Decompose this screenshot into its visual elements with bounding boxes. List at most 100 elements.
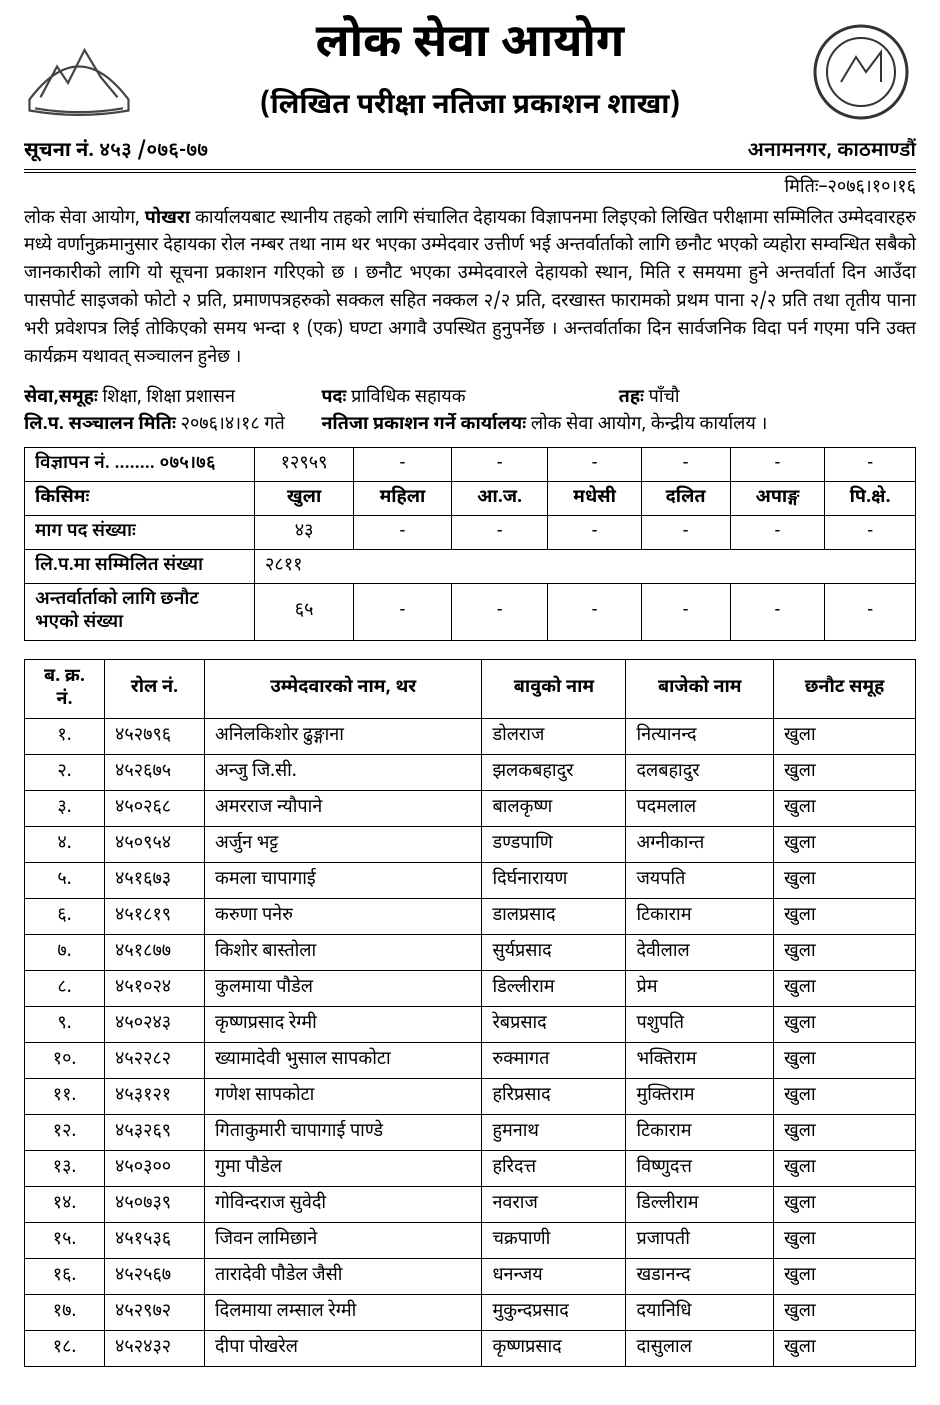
summary-cell: ४३ [255,515,354,549]
results-cell: ४५१८७७ [105,934,205,970]
results-row: ५.४५१६७३कमला चापागाईदिर्घनारायणजयपतिखुला [25,862,916,898]
org-title: लोक सेवा आयोग [144,20,796,71]
results-cell: ४५०३०० [105,1150,205,1186]
summary-cell: मधेसी [548,481,641,515]
results-cell: कुलमाया पौडेल [205,970,482,1006]
notice-number: ४५३ /०७६-७७ [99,139,208,165]
results-cell: खुला [774,1258,916,1294]
meta-block: सेवा,समूहः शिक्षा, शिक्षा प्रशासन पदः प्… [24,387,916,437]
results-cell: हरिप्रसाद [482,1078,626,1114]
results-cell: जिवन लामिछाने [205,1222,482,1258]
results-cell: भक्तिराम [626,1042,774,1078]
results-row: ९.४५०२४३कृष्णप्रसाद रेग्मीरेबप्रसादपशुपत… [25,1006,916,1042]
summary-cell: दलित [641,481,730,515]
results-cell: खुला [774,1114,916,1150]
results-cell: कृष्णप्रसाद रेग्मी [205,1006,482,1042]
results-cell: प्रेम [626,970,774,1006]
summary-row-label: किसिमः [25,481,255,515]
summary-cell: - [548,515,641,549]
summary-row-label: विज्ञापन नं. ........ ०७५।७६ [25,447,255,481]
results-cell: ४५३१२१ [105,1078,205,1114]
summary-row: किसिमःखुलामहिलाआ.ज.मधेसीदलितअपाङ्गपि.क्ष… [25,481,916,515]
level-value: पाँचौ [649,387,680,410]
result-office-label: नतिजा प्रकाशन गर्ने कार्यालयः [321,414,526,437]
summary-cell: आ.ज. [451,481,548,515]
results-cell: गुमा पौडेल [205,1150,482,1186]
office-location: अनामनगर, काठमाण्डौं [747,139,916,165]
summary-cell: - [825,447,916,481]
results-row: १८.४५२४३२दीपा पोखरेलकृष्णप्रसाददासुलालखु… [25,1330,916,1366]
results-row: १६.४५२५६७तारादेवी पौडेल जैसीधनन्जयखडानन्… [25,1258,916,1294]
results-cell: पशुपति [626,1006,774,1042]
results-cell: मुक्तिराम [626,1078,774,1114]
results-column-header: छनौट समूह [774,659,916,718]
results-cell: पदमलाल [626,790,774,826]
results-cell: खुला [774,862,916,898]
results-cell: कृष्णप्रसाद [482,1330,626,1366]
results-cell: दयानिधि [626,1294,774,1330]
results-row: १०.४५२२८२ख्यामादेवी भुसाल सापकोटारुक्माग… [25,1042,916,1078]
results-row: १५.४५१५३६जिवन लामिछानेचक्रपाणीप्रजापतीखु… [25,1222,916,1258]
summary-cell: - [354,583,452,640]
results-row: १७.४५२९७२दिलमाया लम्साल रेग्मीमुकुन्दप्र… [25,1294,916,1330]
results-cell: टिकाराम [626,1114,774,1150]
results-cell: खुला [774,718,916,754]
results-cell: गणेश सापकोटा [205,1078,482,1114]
results-cell: रुक्मागत [482,1042,626,1078]
results-cell: धनन्जय [482,1258,626,1294]
results-cell: ५. [25,862,105,898]
results-cell: ४५२७९६ [105,718,205,754]
summary-cell: - [354,447,452,481]
results-header-row: ब. क्र. नं.रोल नं.उम्मेदवारको नाम, थरबाव… [25,659,916,718]
results-cell: दिलमाया लम्साल रेग्मी [205,1294,482,1330]
results-cell: अग्नीकान्त [626,826,774,862]
results-cell: खुला [774,1222,916,1258]
results-cell: कमला चापागाई [205,862,482,898]
notice-body: लोक सेवा आयोग, पोखरा कार्यालयबाट स्थानीय… [24,206,916,373]
results-cell: डिल्लीराम [626,1186,774,1222]
results-cell: हरिदत्त [482,1150,626,1186]
results-cell: तारादेवी पौडेल जैसी [205,1258,482,1294]
results-row: १२.४५३२६९गिताकुमारी चापागाई पाण्डेहुमनाथ… [25,1114,916,1150]
results-cell: गिताकुमारी चापागाई पाण्डे [205,1114,482,1150]
results-cell: ४५२५६७ [105,1258,205,1294]
results-cell: ४५२४३२ [105,1330,205,1366]
results-cell: चक्रपाणी [482,1222,626,1258]
summary-cell: - [451,583,548,640]
results-cell: नित्यानन्द [626,718,774,754]
results-row: ४.४५०९५४अर्जुन भट्टडण्डपाणिअग्नीकान्तखुल… [25,826,916,862]
results-cell: ४५३२६९ [105,1114,205,1150]
summary-cell: - [548,447,641,481]
nepal-emblem-icon [24,22,134,122]
results-cell: १७. [25,1294,105,1330]
results-row: २.४५२६७५अन्जु जि.सी.झलकबहादुरदलबहादुरखुल… [25,754,916,790]
psc-seal-icon [806,22,916,122]
results-cell: ९. [25,1006,105,1042]
results-cell: ३. [25,790,105,826]
summary-cell: - [730,515,825,549]
post-value: प्राविधिक सहायक [351,387,465,410]
results-column-header: उम्मेदवारको नाम, थर [205,659,482,718]
summary-cell: - [730,447,825,481]
result-office-value: लोक सेवा आयोग, केन्द्रीय कार्यालय । [531,414,767,437]
results-cell: १०. [25,1042,105,1078]
results-row: ३.४५०२६८अमरराज न्यौपानेबालकृष्णपदमलालखुल… [25,790,916,826]
results-row: ६.४५१८१९करुणा पनेरुडालप्रसादटिकारामखुला [25,898,916,934]
results-cell: १. [25,718,105,754]
results-cell: ४५२२८२ [105,1042,205,1078]
summary-cell: - [451,447,548,481]
results-cell: खुला [774,970,916,1006]
results-cell: गोविन्दराज सुवेदी [205,1186,482,1222]
results-cell: डण्डपाणि [482,826,626,862]
summary-cell: - [641,447,730,481]
post-label: पदः [321,387,346,410]
results-cell: विष्णुदत्त [626,1150,774,1186]
results-cell: ख्यामादेवी भुसाल सापकोटा [205,1042,482,1078]
exam-date-value: २०७६।४।१८ गते [181,414,285,437]
results-cell: नवराज [482,1186,626,1222]
results-column-header: बाजेको नाम [626,659,774,718]
results-cell: ४५०९५४ [105,826,205,862]
results-cell: १४. [25,1186,105,1222]
summary-cell: - [641,583,730,640]
results-cell: १३. [25,1150,105,1186]
